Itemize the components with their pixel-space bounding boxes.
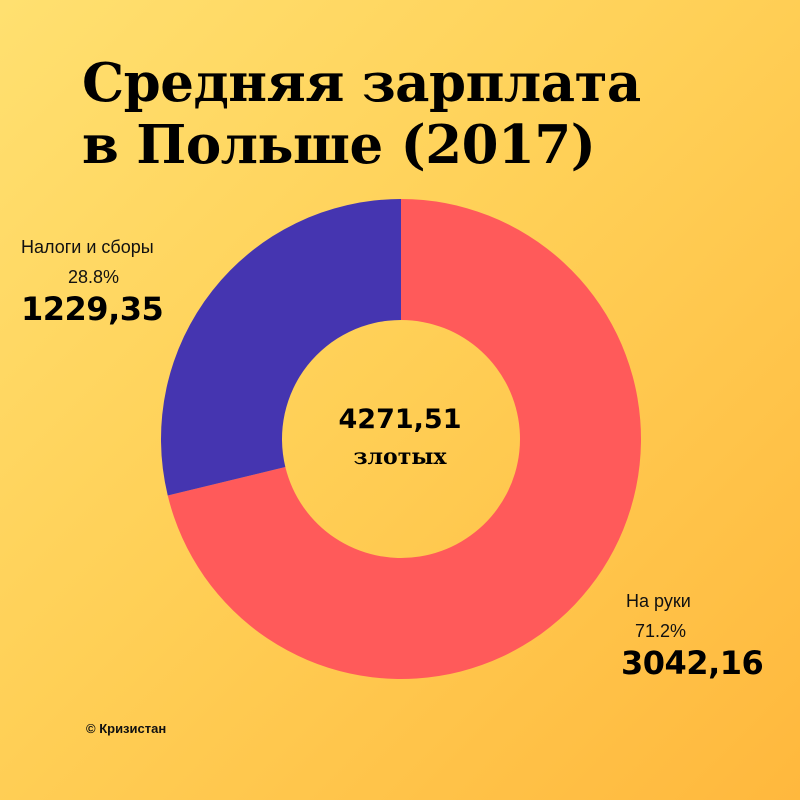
credit-text: © Кризистан [86, 721, 167, 736]
center-total-value: 4271,51 [338, 404, 462, 435]
center-unit-label: злотых [353, 444, 447, 470]
slice-percent-taxes: 28.8% [68, 267, 120, 287]
title-line-2: в Польше (2017) [82, 114, 596, 176]
slice-net [167, 199, 641, 679]
chart-title: Средняя зарплата в Польше (2017) [82, 52, 641, 176]
slice-label-taxes: Налоги и сборы [21, 237, 154, 257]
slice-percent-net: 71.2% [635, 621, 687, 641]
slice-label-net: На руки [626, 591, 691, 611]
slice-value-taxes: 1229,35 [21, 290, 164, 328]
slice-taxes [160, 199, 401, 496]
title-line-1: Средняя зарплата [82, 52, 641, 114]
slice-value-net: 3042,16 [621, 644, 764, 682]
